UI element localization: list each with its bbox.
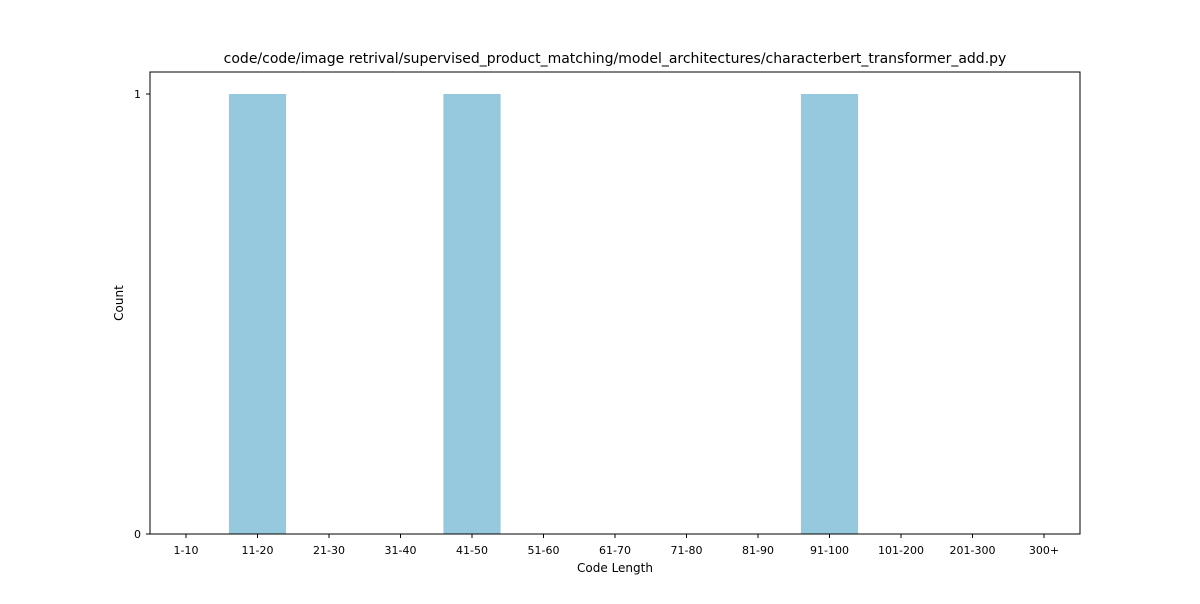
x-tick-label: 201-300	[950, 544, 996, 557]
x-tick-label: 51-60	[528, 544, 560, 557]
x-tick-label: 21-30	[313, 544, 345, 557]
y-axis-label: Count	[112, 285, 126, 321]
x-tick-label: 31-40	[385, 544, 417, 557]
y-tick-label: 0	[134, 528, 141, 541]
x-axis-label: Code Length	[577, 561, 653, 575]
bar-91-100	[800, 94, 859, 534]
x-tick-label: 81-90	[742, 544, 774, 557]
x-tick-label: 101-200	[878, 544, 924, 557]
x-tick-label: 91-100	[810, 544, 849, 557]
chart-title: code/code/image retrival/supervised_prod…	[224, 51, 1007, 67]
bars-group	[228, 94, 859, 534]
x-tick-label: 11-20	[242, 544, 274, 557]
x-tick-label: 300+	[1029, 544, 1059, 557]
x-tick-label: 61-70	[599, 544, 631, 557]
bar-41-50	[443, 94, 501, 534]
x-tick-label: 41-50	[456, 544, 488, 557]
x-axis-ticks: 1-10 11-20 21-30 31-40 41-50 51-60 61-70 71-80 8…	[174, 534, 1059, 557]
bar-11-20	[228, 94, 287, 534]
plot-frame	[149, 71, 1081, 535]
y-tick-label: 1	[134, 88, 141, 101]
y-axis-ticks: 01	[134, 88, 150, 541]
x-tick-label: 1-10	[174, 544, 199, 557]
x-tick-label: 71-80	[671, 544, 703, 557]
